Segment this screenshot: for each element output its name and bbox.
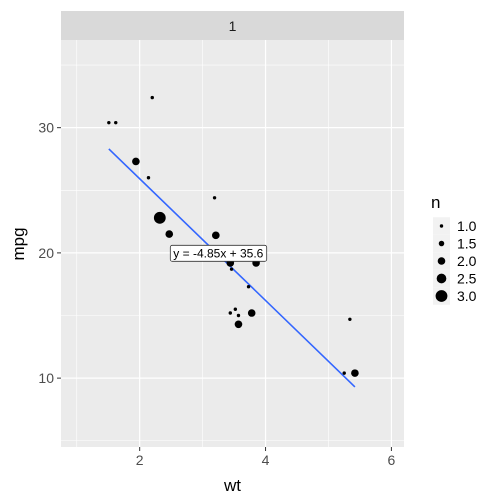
data-point <box>150 95 154 100</box>
data-point <box>351 369 359 377</box>
x-tick-label: 6 <box>388 452 396 468</box>
legend-key <box>435 290 448 302</box>
data-point <box>236 313 241 318</box>
legend-label: 2.0 <box>457 253 477 269</box>
points-group <box>107 95 359 377</box>
x-axis-title: wt <box>223 476 241 495</box>
x-axis: 2 4 6 <box>136 447 396 468</box>
data-point <box>228 311 232 315</box>
data-point <box>107 120 111 125</box>
y-tick-label: 10 <box>38 370 54 386</box>
data-point <box>212 196 217 200</box>
legend-key <box>436 273 447 284</box>
data-point <box>234 320 243 329</box>
data-point <box>153 211 166 224</box>
annotation-group: y = -4.85x + 35.6 <box>169 244 268 262</box>
annotation-box <box>169 244 268 262</box>
legend-label: 1.5 <box>457 236 477 252</box>
data-point <box>165 230 174 238</box>
y-axis: 10 20 30 <box>38 120 61 386</box>
x-tick-label: 4 <box>262 452 270 468</box>
data-point <box>233 307 238 311</box>
x-tick-label: 2 <box>136 452 144 468</box>
y-tick-label: 30 <box>38 120 54 136</box>
data-point <box>246 285 251 289</box>
data-point <box>247 309 256 317</box>
data-point <box>229 267 234 271</box>
legend-label: 2.5 <box>457 271 477 287</box>
legend-key <box>437 257 446 265</box>
annotation-text: y = -4.85x + 35.6 <box>173 246 263 260</box>
size-legend: n 1.0 1.52.0 2.53.0 <box>431 193 477 305</box>
y-tick-label: 20 <box>38 245 54 261</box>
legend-title: n <box>431 193 440 212</box>
legend-label: 1.0 <box>457 218 477 234</box>
data-point <box>348 317 352 321</box>
facet-strip <box>61 11 404 40</box>
legend-label: 3.0 <box>457 288 477 304</box>
legend-key <box>439 224 444 228</box>
facet-label: 1 <box>229 18 237 34</box>
data-point <box>146 176 151 180</box>
data-point <box>132 157 140 166</box>
plot-panel <box>61 40 404 447</box>
data-point <box>342 371 346 375</box>
data-point <box>114 120 118 125</box>
y-axis-title: mpg <box>9 227 28 260</box>
legend-key <box>438 240 445 247</box>
data-point <box>212 231 220 240</box>
